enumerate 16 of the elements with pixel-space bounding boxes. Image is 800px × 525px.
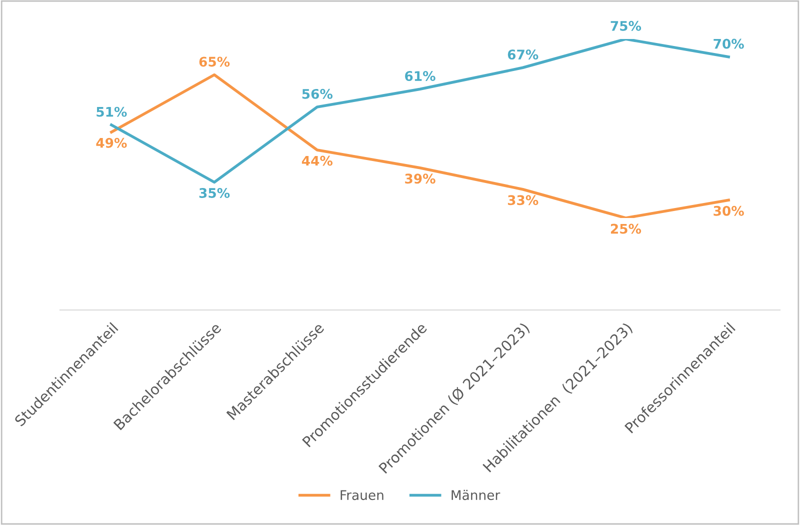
data-label: 61% [405, 71, 436, 82]
data-label: 56% [302, 88, 333, 99]
data-label: 65% [199, 56, 230, 67]
data-label: 39% [405, 174, 436, 184]
data-label: 33% [508, 195, 538, 206]
data-label: 49% [96, 138, 127, 148]
data-label: 30% [714, 206, 744, 216]
data-label: 25% [610, 224, 642, 234]
data-label: 51% [96, 106, 127, 117]
legend-label: Frauen [340, 490, 384, 500]
data-label: 44% [302, 156, 333, 166]
data-label: 35% [199, 188, 230, 198]
data-label: 67% [508, 50, 538, 60]
data-label: 70% [714, 38, 744, 49]
data-label: 75% [610, 20, 642, 31]
legend-label: Männer [452, 490, 500, 500]
